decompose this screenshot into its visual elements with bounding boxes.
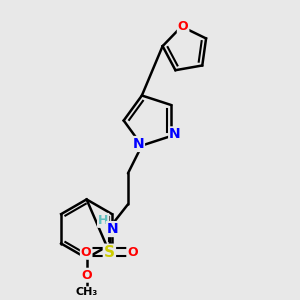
Text: N: N	[169, 128, 181, 141]
Text: O: O	[81, 269, 92, 282]
Text: N: N	[132, 137, 144, 151]
Text: S: S	[104, 245, 115, 260]
Text: N: N	[107, 222, 118, 236]
Text: O: O	[127, 246, 138, 259]
Text: H: H	[98, 214, 108, 227]
Text: O: O	[81, 246, 92, 259]
Text: O: O	[178, 20, 188, 33]
Text: CH₃: CH₃	[75, 287, 98, 297]
